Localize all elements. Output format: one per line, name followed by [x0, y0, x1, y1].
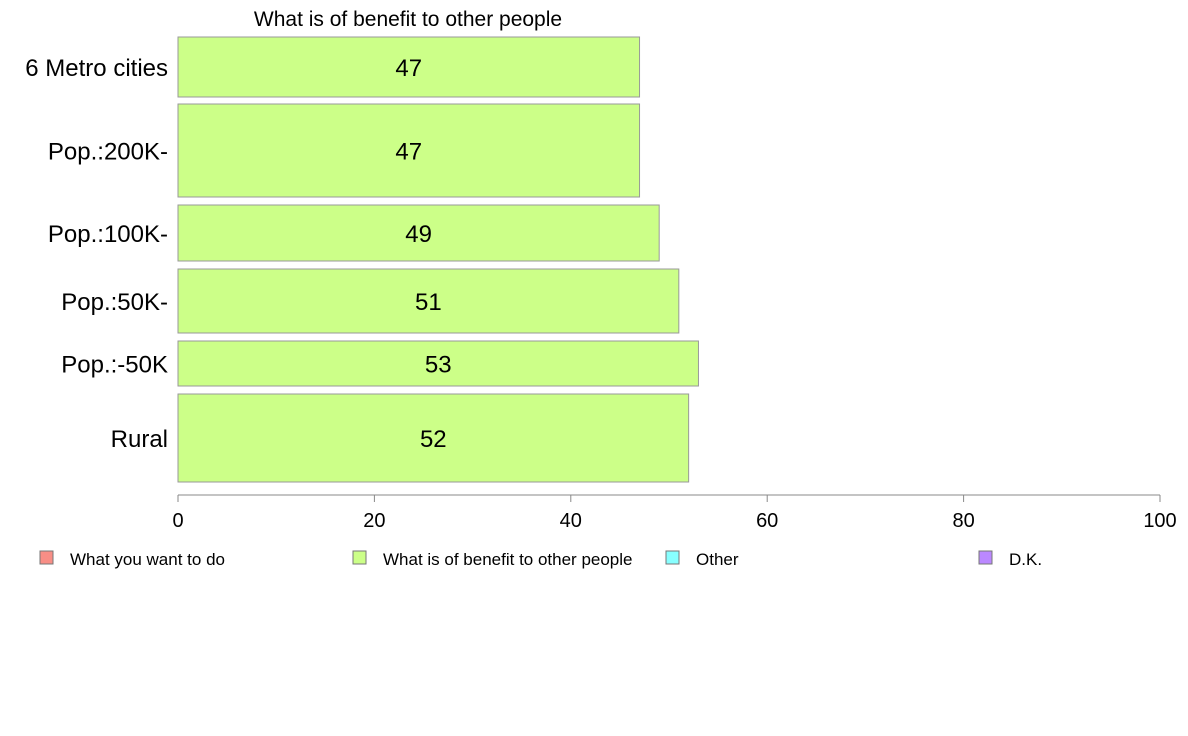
bar: [177, 340, 699, 387]
category-label: Pop.:-50K: [61, 352, 168, 379]
chart-title: What is of benefit to other people: [254, 8, 562, 31]
x-tick-label: 60: [756, 510, 778, 532]
x-tick-label: 40: [560, 510, 582, 532]
x-axis: 0 20 40 60 80 100: [172, 494, 1177, 532]
legend-swatch: [352, 550, 367, 565]
legend-swatch: [39, 550, 54, 565]
bar: [177, 36, 641, 98]
category-label: Pop.:200K-: [48, 139, 168, 166]
x-tick-label: 20: [363, 510, 385, 532]
x-tick-label: 80: [952, 510, 974, 532]
bar: [177, 103, 641, 198]
bar: [177, 204, 660, 262]
category-label: Rural: [111, 426, 168, 453]
legend-swatch: [978, 550, 993, 565]
legend-swatch: [665, 550, 680, 565]
bar-value-label: 53: [425, 352, 452, 379]
category-label: Pop.:100K-: [48, 221, 168, 248]
legend-label: D.K.: [1009, 550, 1042, 569]
category-label: 6 Metro cities: [25, 55, 168, 82]
x-tick-label: 100: [1143, 510, 1176, 532]
legend-label: What you want to do: [70, 550, 225, 569]
bar: [177, 268, 680, 334]
bars-group: 47 6 Metro cities 47 Pop.:200K- 49 Pop.:100K-…: [25, 36, 699, 483]
bar-value-label: 51: [415, 289, 442, 316]
x-tick-label: 0: [172, 510, 183, 532]
bar-value-label: 52: [420, 426, 447, 453]
legend-label: What is of benefit to other people: [383, 550, 633, 569]
bar: [177, 393, 690, 483]
bar-value-label: 47: [395, 55, 422, 82]
bar-value-label: 47: [395, 139, 422, 166]
category-label: Pop.:50K-: [61, 289, 168, 316]
legend-label: Other: [696, 550, 739, 569]
bar-value-label: 49: [405, 221, 432, 248]
legend: What you want to do What is of benefit to…: [39, 550, 1042, 569]
